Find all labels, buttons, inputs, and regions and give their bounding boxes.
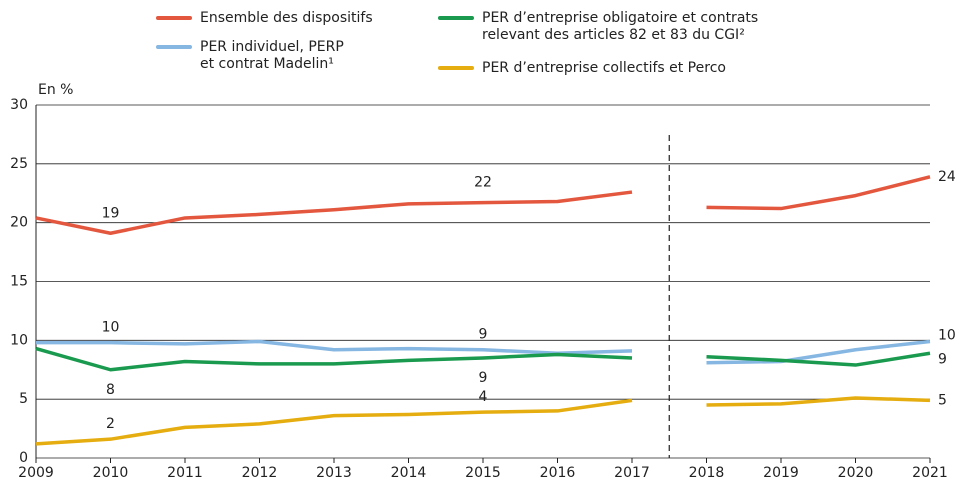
x-tick-label: 2017 — [614, 465, 650, 481]
x-tick-label: 2015 — [465, 465, 501, 481]
data-label: 9 — [479, 370, 488, 386]
x-tick-label: 2016 — [540, 465, 576, 481]
x-tick-label: 2012 — [242, 465, 278, 481]
x-tick-label: 2014 — [391, 465, 427, 481]
x-tick-label: 2011 — [167, 465, 203, 481]
y-tick-label: 30 — [10, 97, 28, 113]
x-tick-label: 2019 — [763, 465, 799, 481]
y-tick-label: 25 — [10, 156, 28, 172]
legend-label: PER individuel, PERP et contrat Madelin¹ — [200, 39, 344, 72]
data-label: 22 — [474, 175, 492, 191]
data-label: 10 — [102, 320, 120, 336]
x-tick-label: 2010 — [93, 465, 129, 481]
y-tick-label: 0 — [19, 450, 28, 466]
series-line — [35, 175, 931, 236]
x-tick-label: 2013 — [316, 465, 352, 481]
x-tick-label: 2018 — [689, 465, 725, 481]
data-label: 10 — [938, 328, 956, 344]
data-label: 19 — [102, 205, 120, 221]
data-label: 4 — [479, 389, 488, 405]
series-line — [35, 396, 931, 446]
x-tick-label: 2021 — [912, 465, 948, 481]
x-tick-label: 2020 — [838, 465, 874, 481]
legend-label: Ensemble des dispositifs — [200, 10, 373, 26]
data-label: 5 — [938, 392, 947, 408]
y-tick-label: 5 — [19, 391, 28, 407]
data-label: 9 — [938, 351, 947, 367]
x-tick-label: 2009 — [18, 465, 54, 481]
y-tick-label: 20 — [10, 215, 28, 231]
data-label: 24 — [938, 169, 956, 185]
y-axis-label: En % — [38, 82, 73, 98]
series-line — [36, 339, 931, 365]
y-tick-label: 10 — [10, 332, 28, 348]
legend-label: PER d’entreprise obligatoire et contrats… — [482, 10, 758, 43]
legend-label: PER d’entreprise collectifs et Perco — [482, 60, 726, 76]
y-tick-label: 15 — [10, 274, 28, 290]
data-label: 2 — [106, 416, 115, 432]
data-label: 8 — [106, 382, 115, 398]
data-label: 9 — [479, 327, 488, 343]
series-line — [35, 346, 931, 372]
